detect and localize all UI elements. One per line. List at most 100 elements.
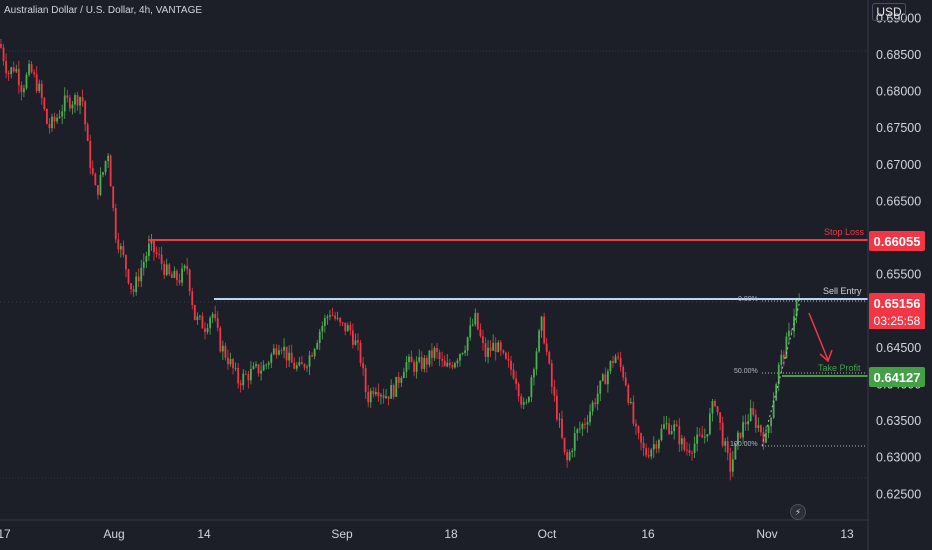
candle-body bbox=[777, 364, 780, 385]
candle-body bbox=[757, 425, 760, 428]
candle-body bbox=[716, 406, 719, 413]
candle-body bbox=[558, 418, 561, 420]
candle-body bbox=[155, 252, 158, 255]
price-tick-label: 0.68000 bbox=[876, 85, 921, 99]
candle-body bbox=[438, 352, 441, 359]
candle-body bbox=[43, 98, 46, 109]
candle-body bbox=[311, 355, 313, 357]
candle-body bbox=[482, 336, 484, 344]
candle-body bbox=[193, 304, 196, 321]
candle-body bbox=[696, 434, 699, 444]
candle-body bbox=[262, 365, 265, 371]
candle-body bbox=[0, 43, 2, 48]
candle-body bbox=[125, 254, 127, 270]
candle-body bbox=[721, 422, 724, 446]
candle-body bbox=[357, 340, 359, 343]
candle-body bbox=[188, 269, 191, 292]
candle-body bbox=[749, 408, 752, 422]
candle-body bbox=[556, 395, 558, 420]
candle-body bbox=[499, 342, 502, 351]
candle-body bbox=[227, 357, 229, 365]
candle-body bbox=[497, 342, 500, 353]
candle-body bbox=[448, 362, 451, 366]
candle-body bbox=[698, 434, 701, 436]
candle-body bbox=[431, 350, 433, 358]
candle-body bbox=[303, 364, 306, 368]
candle-body bbox=[502, 350, 505, 353]
candle-body bbox=[724, 441, 727, 446]
candle-body bbox=[492, 342, 495, 351]
candle-body bbox=[48, 123, 51, 129]
candle-body bbox=[137, 276, 140, 282]
take-profit-label: Take Profit bbox=[818, 363, 861, 373]
candle-body bbox=[762, 432, 765, 443]
candle-body bbox=[545, 343, 548, 352]
candle-body bbox=[209, 317, 211, 329]
time-tick-label: Aug bbox=[103, 527, 124, 541]
candle-body bbox=[650, 449, 653, 457]
candle-body bbox=[454, 363, 456, 368]
candle-body bbox=[341, 322, 344, 324]
candle-body bbox=[362, 363, 364, 369]
candle-body bbox=[770, 417, 772, 426]
candle-body bbox=[622, 366, 625, 378]
candle-body bbox=[374, 392, 377, 395]
candle-body bbox=[408, 356, 410, 363]
time-axis: 17 Aug 14 Sep 18 Oct 16 Nov 13 bbox=[0, 527, 854, 541]
candle-body bbox=[586, 422, 589, 425]
price-tick-label: 0.63000 bbox=[876, 451, 921, 465]
candle-body bbox=[58, 116, 61, 118]
candle-body bbox=[507, 358, 510, 361]
candle-body bbox=[540, 316, 543, 331]
candle-body bbox=[418, 357, 421, 362]
candle-body bbox=[561, 418, 563, 438]
candle-body bbox=[471, 324, 474, 326]
candle-body bbox=[2, 47, 5, 62]
candle-body bbox=[645, 448, 648, 456]
candle-body bbox=[550, 363, 553, 387]
time-tick-label: Nov bbox=[756, 527, 777, 541]
candle-body bbox=[321, 326, 324, 332]
candle-body bbox=[20, 85, 23, 93]
candle-body bbox=[109, 155, 112, 187]
candle-body bbox=[196, 316, 199, 321]
lightning-icon[interactable]: ⚡ bbox=[790, 504, 806, 520]
currency-button[interactable]: USD bbox=[872, 3, 906, 21]
candle-body bbox=[23, 88, 25, 93]
candle-body bbox=[283, 346, 285, 351]
candle-body bbox=[326, 316, 329, 318]
candle-body bbox=[525, 401, 528, 403]
candle-body bbox=[576, 429, 579, 434]
candle-body bbox=[140, 267, 143, 282]
candle-body bbox=[782, 354, 785, 359]
candle-body bbox=[714, 401, 716, 407]
candle-body bbox=[584, 423, 586, 425]
candle-body bbox=[647, 455, 650, 457]
candle-body bbox=[686, 449, 688, 451]
countdown-badge: 03:25:58 bbox=[869, 312, 925, 329]
candle-body bbox=[392, 385, 395, 397]
candle-body bbox=[670, 431, 673, 434]
candle-body bbox=[609, 361, 612, 372]
candle-body bbox=[270, 354, 273, 363]
candle-body bbox=[706, 434, 709, 437]
candle-body bbox=[788, 330, 790, 337]
time-tick-label: 16 bbox=[641, 527, 655, 541]
time-tick-label: 13 bbox=[840, 527, 854, 541]
drawing-overlays bbox=[148, 239, 868, 447]
candle-body bbox=[377, 392, 380, 397]
candle-body bbox=[660, 428, 663, 440]
price-tick-label: 0.65500 bbox=[876, 268, 921, 282]
candle-body bbox=[652, 444, 655, 450]
candle-body bbox=[594, 402, 597, 405]
candle-body bbox=[553, 386, 556, 396]
candle-body bbox=[658, 439, 660, 449]
candle-body bbox=[68, 97, 71, 109]
target-arrow-icon bbox=[808, 312, 829, 361]
candle-body bbox=[288, 352, 291, 361]
candle-body bbox=[71, 104, 74, 109]
candle-body bbox=[265, 364, 268, 366]
candle-body bbox=[250, 368, 252, 381]
candle-body bbox=[257, 364, 260, 374]
